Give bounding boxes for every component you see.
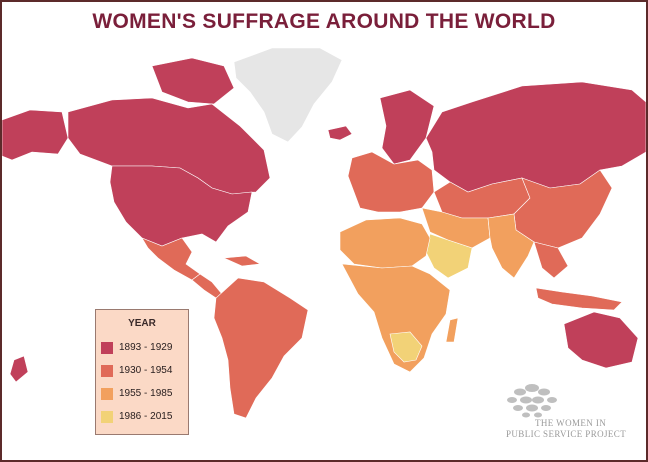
legend-label: 1986 - 2015 (119, 411, 173, 422)
region-alaska (2, 109, 69, 161)
region-canada-islands (151, 57, 235, 105)
legend-label: 1893 - 1929 (119, 342, 173, 353)
region-united-states (109, 165, 253, 247)
watermark-line-1: THE WOMEN IN (535, 418, 607, 428)
region-iceland (327, 125, 353, 141)
region-central-america (191, 273, 223, 299)
legend-swatch (101, 365, 113, 377)
watermark-logo-icon (507, 384, 557, 418)
region-southern-africa (389, 331, 423, 363)
region-south-america (213, 277, 309, 419)
legend-title: YEAR (128, 318, 156, 329)
legend-swatch (101, 342, 113, 354)
legend-swatch (101, 388, 113, 400)
region-southeast-asia (533, 241, 569, 279)
region-north-africa (339, 217, 431, 269)
region-russia (425, 81, 646, 193)
watermark-line-2: PUBLIC SERVICE PROJECT (506, 429, 627, 439)
legend-swatch (101, 411, 113, 423)
region-new-zealand (9, 355, 29, 383)
region-scandinavia (379, 89, 435, 165)
map-title: WOMEN'S SUFFRAGE AROUND THE WORLD (92, 10, 556, 33)
region-arabian-peninsula (425, 233, 473, 279)
region-australia (563, 311, 639, 369)
legend-label: 1930 - 1954 (119, 365, 173, 376)
region-south-asia (487, 213, 535, 279)
region-western-europe (347, 151, 435, 213)
region-mexico (141, 237, 201, 281)
region-indonesia (535, 287, 623, 311)
world-map (2, 47, 646, 419)
project-watermark: THE WOMEN IN PUBLIC SERVICE PROJECT (502, 380, 642, 440)
region-caribbean (222, 255, 261, 267)
map-legend: YEAR 1893 - 1929 1930 - 1954 1955 - 1985… (95, 309, 189, 435)
region-madagascar (445, 317, 459, 343)
region-greenland (233, 47, 343, 143)
legend-label: 1955 - 1985 (119, 388, 173, 399)
region-subsaharan-africa (341, 263, 451, 373)
